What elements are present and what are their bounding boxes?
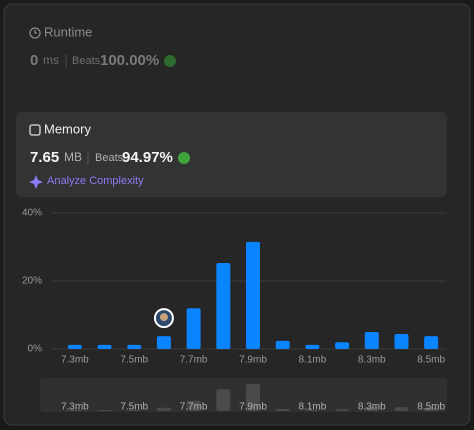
clock-icon: [29, 27, 41, 39]
runtime-title[interactable]: Runtime: [44, 24, 92, 39]
memory-card[interactable]: [16, 112, 447, 197]
bar: [216, 262, 231, 349]
x-tick-label: 8.1mb: [298, 355, 326, 366]
memory-beats-label: Beats: [95, 152, 124, 164]
beats-icon: [164, 55, 176, 67]
overview-tick-label: 7.5mb: [120, 402, 148, 413]
bar: [335, 342, 350, 349]
overview-bar: [394, 407, 409, 411]
x-tick-label: 7.7mb: [180, 355, 208, 366]
overview-track[interactable]: [40, 378, 447, 412]
memory-unit: MB: [64, 150, 82, 164]
overview-bar: [216, 389, 231, 411]
overview-tick-label: 7.3mb: [61, 402, 89, 413]
overview-tick-label: 7.9mb: [239, 402, 267, 413]
bar: [156, 336, 171, 349]
runtime-value: 0: [30, 52, 38, 69]
overview-bar: [186, 400, 201, 411]
bar: [364, 332, 379, 349]
analyze-link[interactable]: Analyze Complexity: [47, 175, 144, 187]
overview-bar: [67, 409, 82, 411]
x-tick-label: 7.5mb: [120, 355, 148, 366]
y-tick-label: 40%: [22, 208, 42, 219]
overview-bar: [97, 409, 112, 411]
memory-icon: [29, 124, 41, 136]
memory-value: 7.65: [30, 149, 59, 166]
bar: [424, 336, 439, 349]
x-tick-label: 7.9mb: [239, 355, 267, 366]
overview-bar: [246, 384, 260, 411]
bar: [394, 334, 409, 349]
runtime-unit: ms: [43, 53, 59, 67]
bar: [127, 344, 142, 349]
sparkle-icon: [29, 175, 43, 189]
avatar-face: [159, 313, 168, 322]
runtime-beats: 100.00%: [100, 52, 159, 69]
runtime-beats-label: Beats: [72, 55, 101, 67]
beats-icon: [178, 152, 190, 164]
overview-bar: [335, 409, 350, 411]
y-tick-label: 0%: [28, 344, 43, 355]
overview-bar: [275, 408, 290, 411]
memory-title: Memory: [44, 121, 91, 136]
overview-bar: [127, 409, 142, 411]
panel: [3, 3, 471, 426]
x-tick-label: 8.3mb: [358, 355, 386, 366]
bar: [97, 344, 112, 349]
overview-bar: [364, 406, 379, 411]
overview-tick-label: 7.7mb: [180, 402, 208, 413]
bar: [275, 340, 290, 349]
bar: [246, 241, 260, 349]
overview-bar: [305, 409, 320, 411]
bar: [186, 308, 201, 349]
overview-bar: [156, 407, 171, 411]
bar: [67, 344, 82, 349]
clock-hand: [34, 30, 37, 34]
overview-tick-label: 8.5mb: [417, 402, 445, 413]
overview-bar: [424, 407, 439, 411]
bar: [305, 344, 320, 349]
x-tick-label: 8.5mb: [417, 355, 445, 366]
x-tick-label: 7.3mb: [61, 355, 89, 366]
memory-beats: 94.97%: [122, 149, 173, 166]
overview-tick-label: 8.1mb: [298, 402, 326, 413]
overview-tick-label: 8.3mb: [358, 402, 386, 413]
y-tick-label: 20%: [22, 276, 42, 287]
